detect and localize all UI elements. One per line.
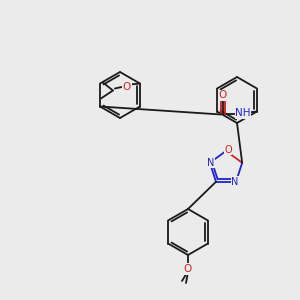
Text: N: N <box>207 158 214 168</box>
Text: O: O <box>184 264 192 274</box>
Text: NH: NH <box>235 109 251 118</box>
Text: O: O <box>224 145 232 155</box>
Text: N: N <box>231 177 239 187</box>
Text: O: O <box>123 82 131 92</box>
Text: O: O <box>219 91 227 100</box>
